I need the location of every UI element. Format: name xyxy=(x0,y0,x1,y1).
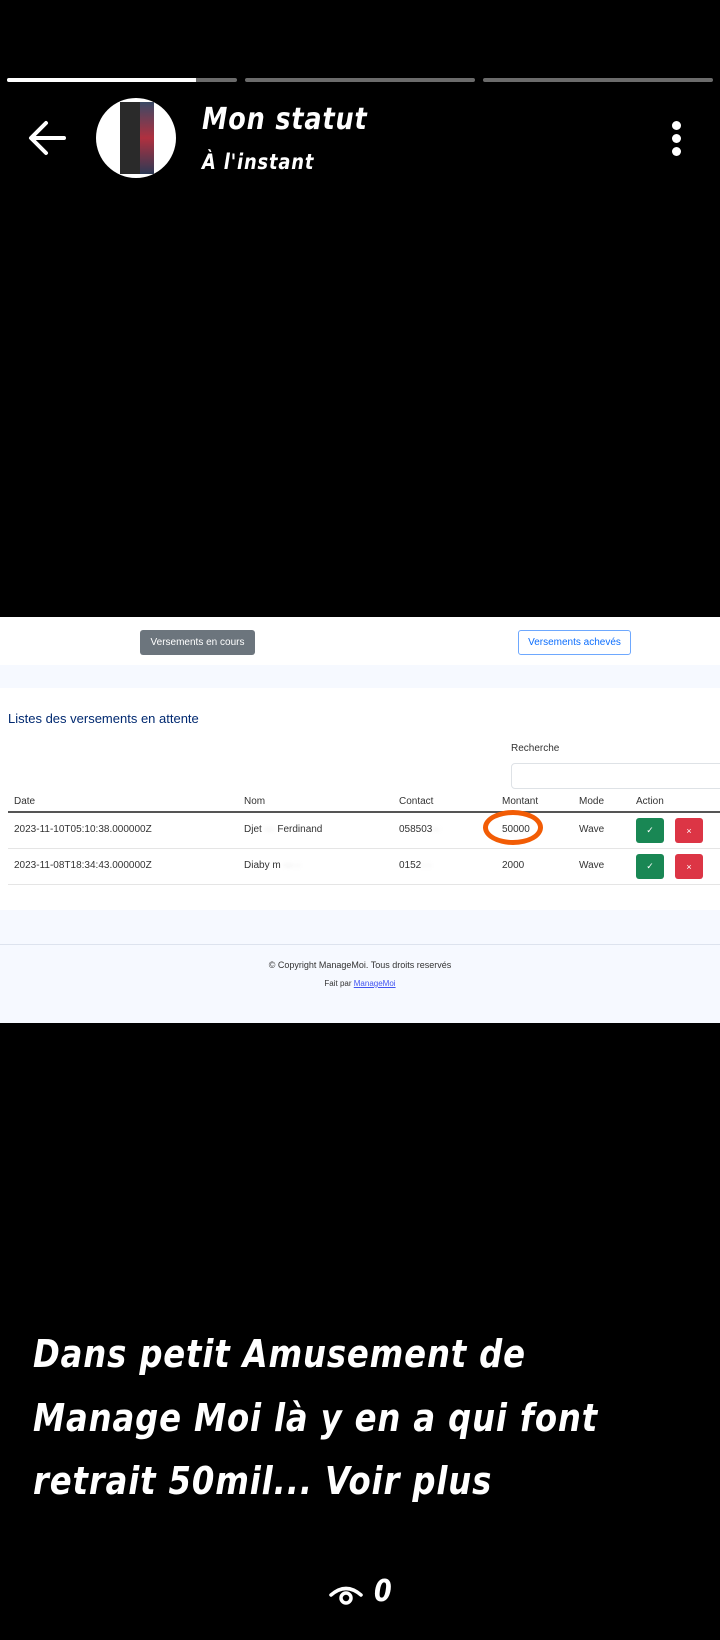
reject-button[interactable]: × xyxy=(675,854,703,879)
approve-button[interactable]: ✓ xyxy=(636,818,664,843)
caption-line: Dans petit Amusement de xyxy=(33,1332,526,1376)
back-arrow-icon[interactable] xyxy=(26,118,68,158)
list-heading: Listes des versements en attente xyxy=(8,711,199,726)
col-action: Action xyxy=(636,796,664,807)
highlight-circle xyxy=(483,810,543,845)
search-label: Recherche xyxy=(511,743,560,754)
col-mode: Mode xyxy=(579,796,605,807)
col-montant: Montant xyxy=(502,796,539,807)
eye-icon[interactable] xyxy=(328,1582,364,1608)
search-input[interactable] xyxy=(511,763,720,789)
tab-versements-en-cours[interactable]: Versements en cours xyxy=(140,630,255,655)
shared-screenshot: Versements en cours Versements achevés L… xyxy=(0,617,720,1023)
view-count: 0 xyxy=(374,1574,393,1609)
avatar[interactable] xyxy=(96,98,176,178)
tab-versements-acheves[interactable]: Versements achevés xyxy=(518,630,631,655)
caption-line: Manage Moi là y en a qui font xyxy=(33,1396,599,1440)
col-contact: Contact xyxy=(399,796,434,807)
approve-button[interactable]: ✓ xyxy=(636,854,664,879)
footer-link[interactable]: ManageMoi xyxy=(353,979,396,988)
more-options-icon[interactable] xyxy=(668,120,684,158)
col-date: Date xyxy=(14,796,36,807)
progress-segment-1 xyxy=(7,78,237,82)
progress-segment-3 xyxy=(483,78,713,82)
footer-copyright: © Copyright ManageMoi. Tous droits reser… xyxy=(268,960,452,970)
reject-button[interactable]: × xyxy=(675,818,703,843)
caption-more[interactable]: retrait 50mil... Voir plus xyxy=(33,1459,493,1503)
col-nom: Nom xyxy=(244,796,266,807)
progress-segment-2 xyxy=(245,78,475,82)
status-title: Mon statut xyxy=(202,102,368,137)
status-time: À l'instant xyxy=(202,150,315,174)
